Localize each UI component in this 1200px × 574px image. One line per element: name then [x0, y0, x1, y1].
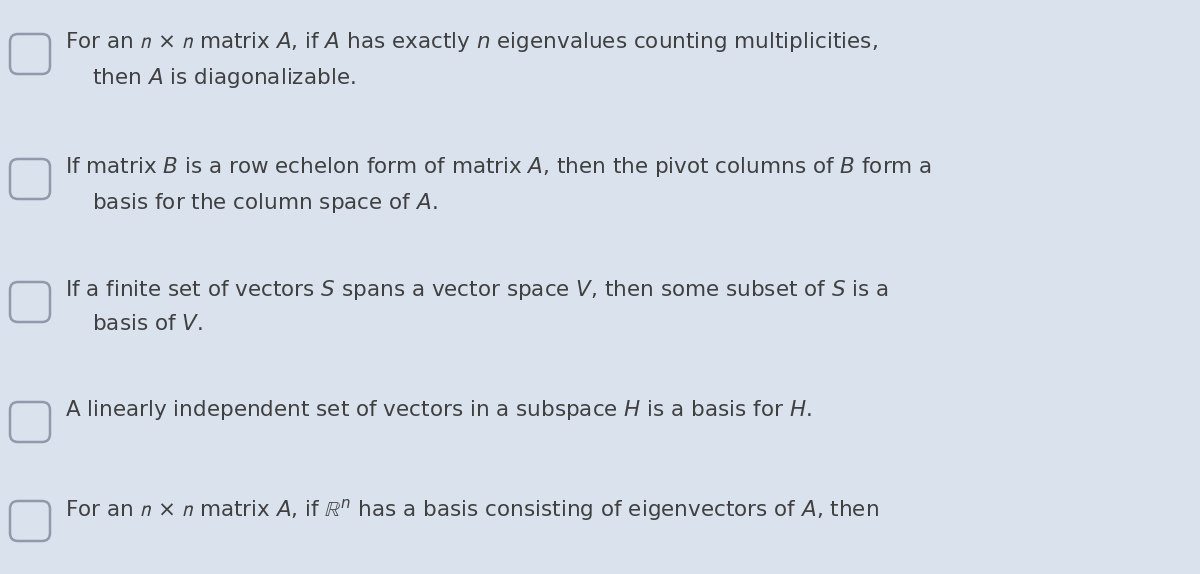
FancyBboxPatch shape — [10, 34, 50, 74]
FancyBboxPatch shape — [10, 159, 50, 199]
FancyBboxPatch shape — [10, 282, 50, 322]
Text: If matrix $B$ is a row echelon form of matrix $A$, then the pivot columns of $B$: If matrix $B$ is a row echelon form of m… — [65, 155, 931, 179]
Text: A linearly independent set of vectors in a subspace $H$ is a basis for $H$.: A linearly independent set of vectors in… — [65, 398, 812, 422]
Text: If a finite set of vectors $S$ spans a vector space $V$, then some subset of $S$: If a finite set of vectors $S$ spans a v… — [65, 278, 889, 302]
Text: basis of $V$.: basis of $V$. — [65, 314, 203, 334]
Text: then $A$ is diagonalizable.: then $A$ is diagonalizable. — [65, 66, 355, 90]
Text: basis for the column space of $A$.: basis for the column space of $A$. — [65, 191, 438, 215]
Text: For an $\mathcal{n}$ $\times$ $\mathcal{n}$ matrix $A$, if $A$ has exactly $n$ e: For an $\mathcal{n}$ $\times$ $\mathcal{… — [65, 30, 878, 54]
Text: For an $\mathcal{n}$ $\times$ $\mathcal{n}$ matrix $A$, if $\mathbb{R}^{n}$ has : For an $\mathcal{n}$ $\times$ $\mathcal{… — [65, 497, 878, 523]
FancyBboxPatch shape — [10, 402, 50, 442]
FancyBboxPatch shape — [10, 501, 50, 541]
